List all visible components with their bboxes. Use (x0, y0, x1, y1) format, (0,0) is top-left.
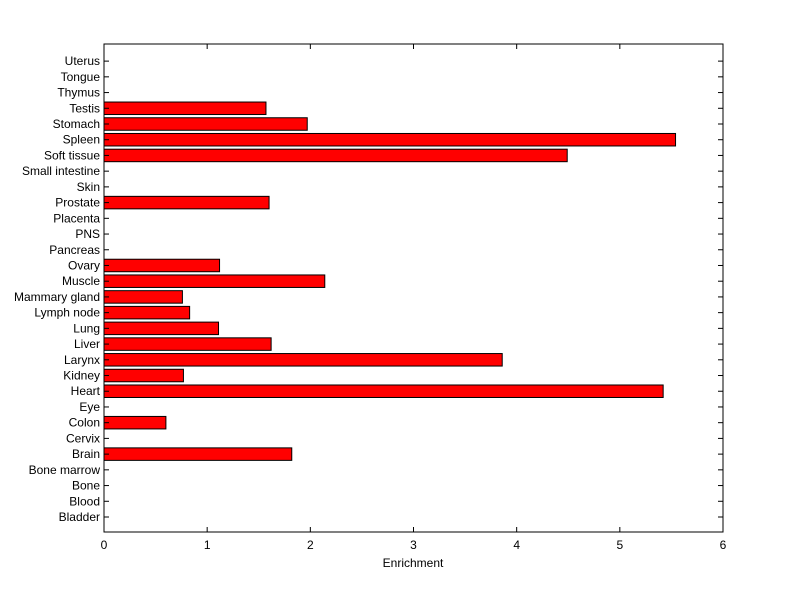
y-tick-label-brain: Brain (72, 447, 100, 461)
y-tick-label-blood: Blood (69, 494, 100, 508)
x-tick-label-4: 4 (513, 538, 520, 552)
y-tick-label-eye: Eye (79, 400, 100, 414)
y-tick-label-bone: Bone (72, 479, 100, 493)
bar-stomach (103, 117, 308, 131)
y-tick-label-mammary-gland: Mammary gland (14, 290, 100, 304)
bar-mammary-gland (103, 290, 183, 304)
y-tick-label-bladder: Bladder (59, 510, 100, 524)
bar-brain (103, 447, 293, 461)
bar-larynx (103, 353, 503, 367)
bar-testis (103, 101, 267, 116)
y-tick-label-pns: PNS (75, 227, 100, 241)
y-tick-label-muscle: Muscle (62, 274, 100, 288)
y-tick-label-tongue: Tongue (61, 70, 101, 84)
y-tick-label-lymph-node: Lymph node (34, 306, 100, 320)
y-tick-label-thymus: Thymus (57, 86, 100, 100)
x-axis-title: Enrichment (383, 556, 444, 570)
x-tick-label-2: 2 (307, 538, 314, 552)
x-tick-label-1: 1 (204, 538, 211, 552)
y-tick-label-small-intestine: Small intestine (22, 164, 100, 178)
y-tick-label-lung: Lung (73, 321, 100, 335)
x-tick-labels: 0 1 2 3 4 5 6 (101, 538, 727, 552)
y-tick-label-larynx: Larynx (64, 353, 100, 367)
y-tick-label-cervix: Cervix (66, 431, 100, 445)
bar-lymph-node (103, 305, 191, 320)
bar-ovary (103, 258, 221, 273)
y-tick-label-kidney: Kidney (63, 369, 100, 383)
bar-liver (103, 337, 272, 351)
bar-prostate (103, 195, 270, 210)
bar-kidney (103, 368, 184, 383)
bar-spleen (103, 132, 677, 147)
x-tick-label-0: 0 (101, 538, 108, 552)
bar-heart (103, 384, 664, 398)
bar-muscle (103, 274, 326, 288)
y-tick-label-spleen: Spleen (63, 133, 100, 147)
y-tick-label-ovary: Ovary (68, 258, 100, 272)
y-tick-label-skin: Skin (77, 180, 100, 194)
y-tick-label-soft-tissue: Soft tissue (44, 148, 100, 162)
x-tick-label-5: 5 (616, 538, 623, 552)
y-tick-label-uterus: Uterus (65, 54, 100, 68)
y-tick-label-colon: Colon (69, 416, 100, 430)
bar-lung (103, 321, 220, 336)
y-tick-label-bone-marrow: Bone marrow (29, 463, 101, 477)
x-tick-label-6: 6 (720, 538, 727, 552)
axis-ticks (103, 44, 724, 532)
x-tick-label-3: 3 (410, 538, 417, 552)
bar-soft-tissue (103, 148, 568, 163)
bar-colon (103, 415, 167, 430)
y-tick-label-liver: Liver (74, 337, 100, 351)
y-tick-label-testis: Testis (69, 101, 100, 115)
y-tick-label-stomach: Stomach (53, 117, 100, 131)
y-tick-label-prostate: Prostate (55, 196, 100, 210)
y-tick-label-pancreas: Pancreas (49, 243, 100, 257)
y-tick-label-placenta: Placenta (53, 211, 100, 225)
bars (103, 101, 677, 461)
y-tick-label-heart: Heart (71, 384, 101, 398)
